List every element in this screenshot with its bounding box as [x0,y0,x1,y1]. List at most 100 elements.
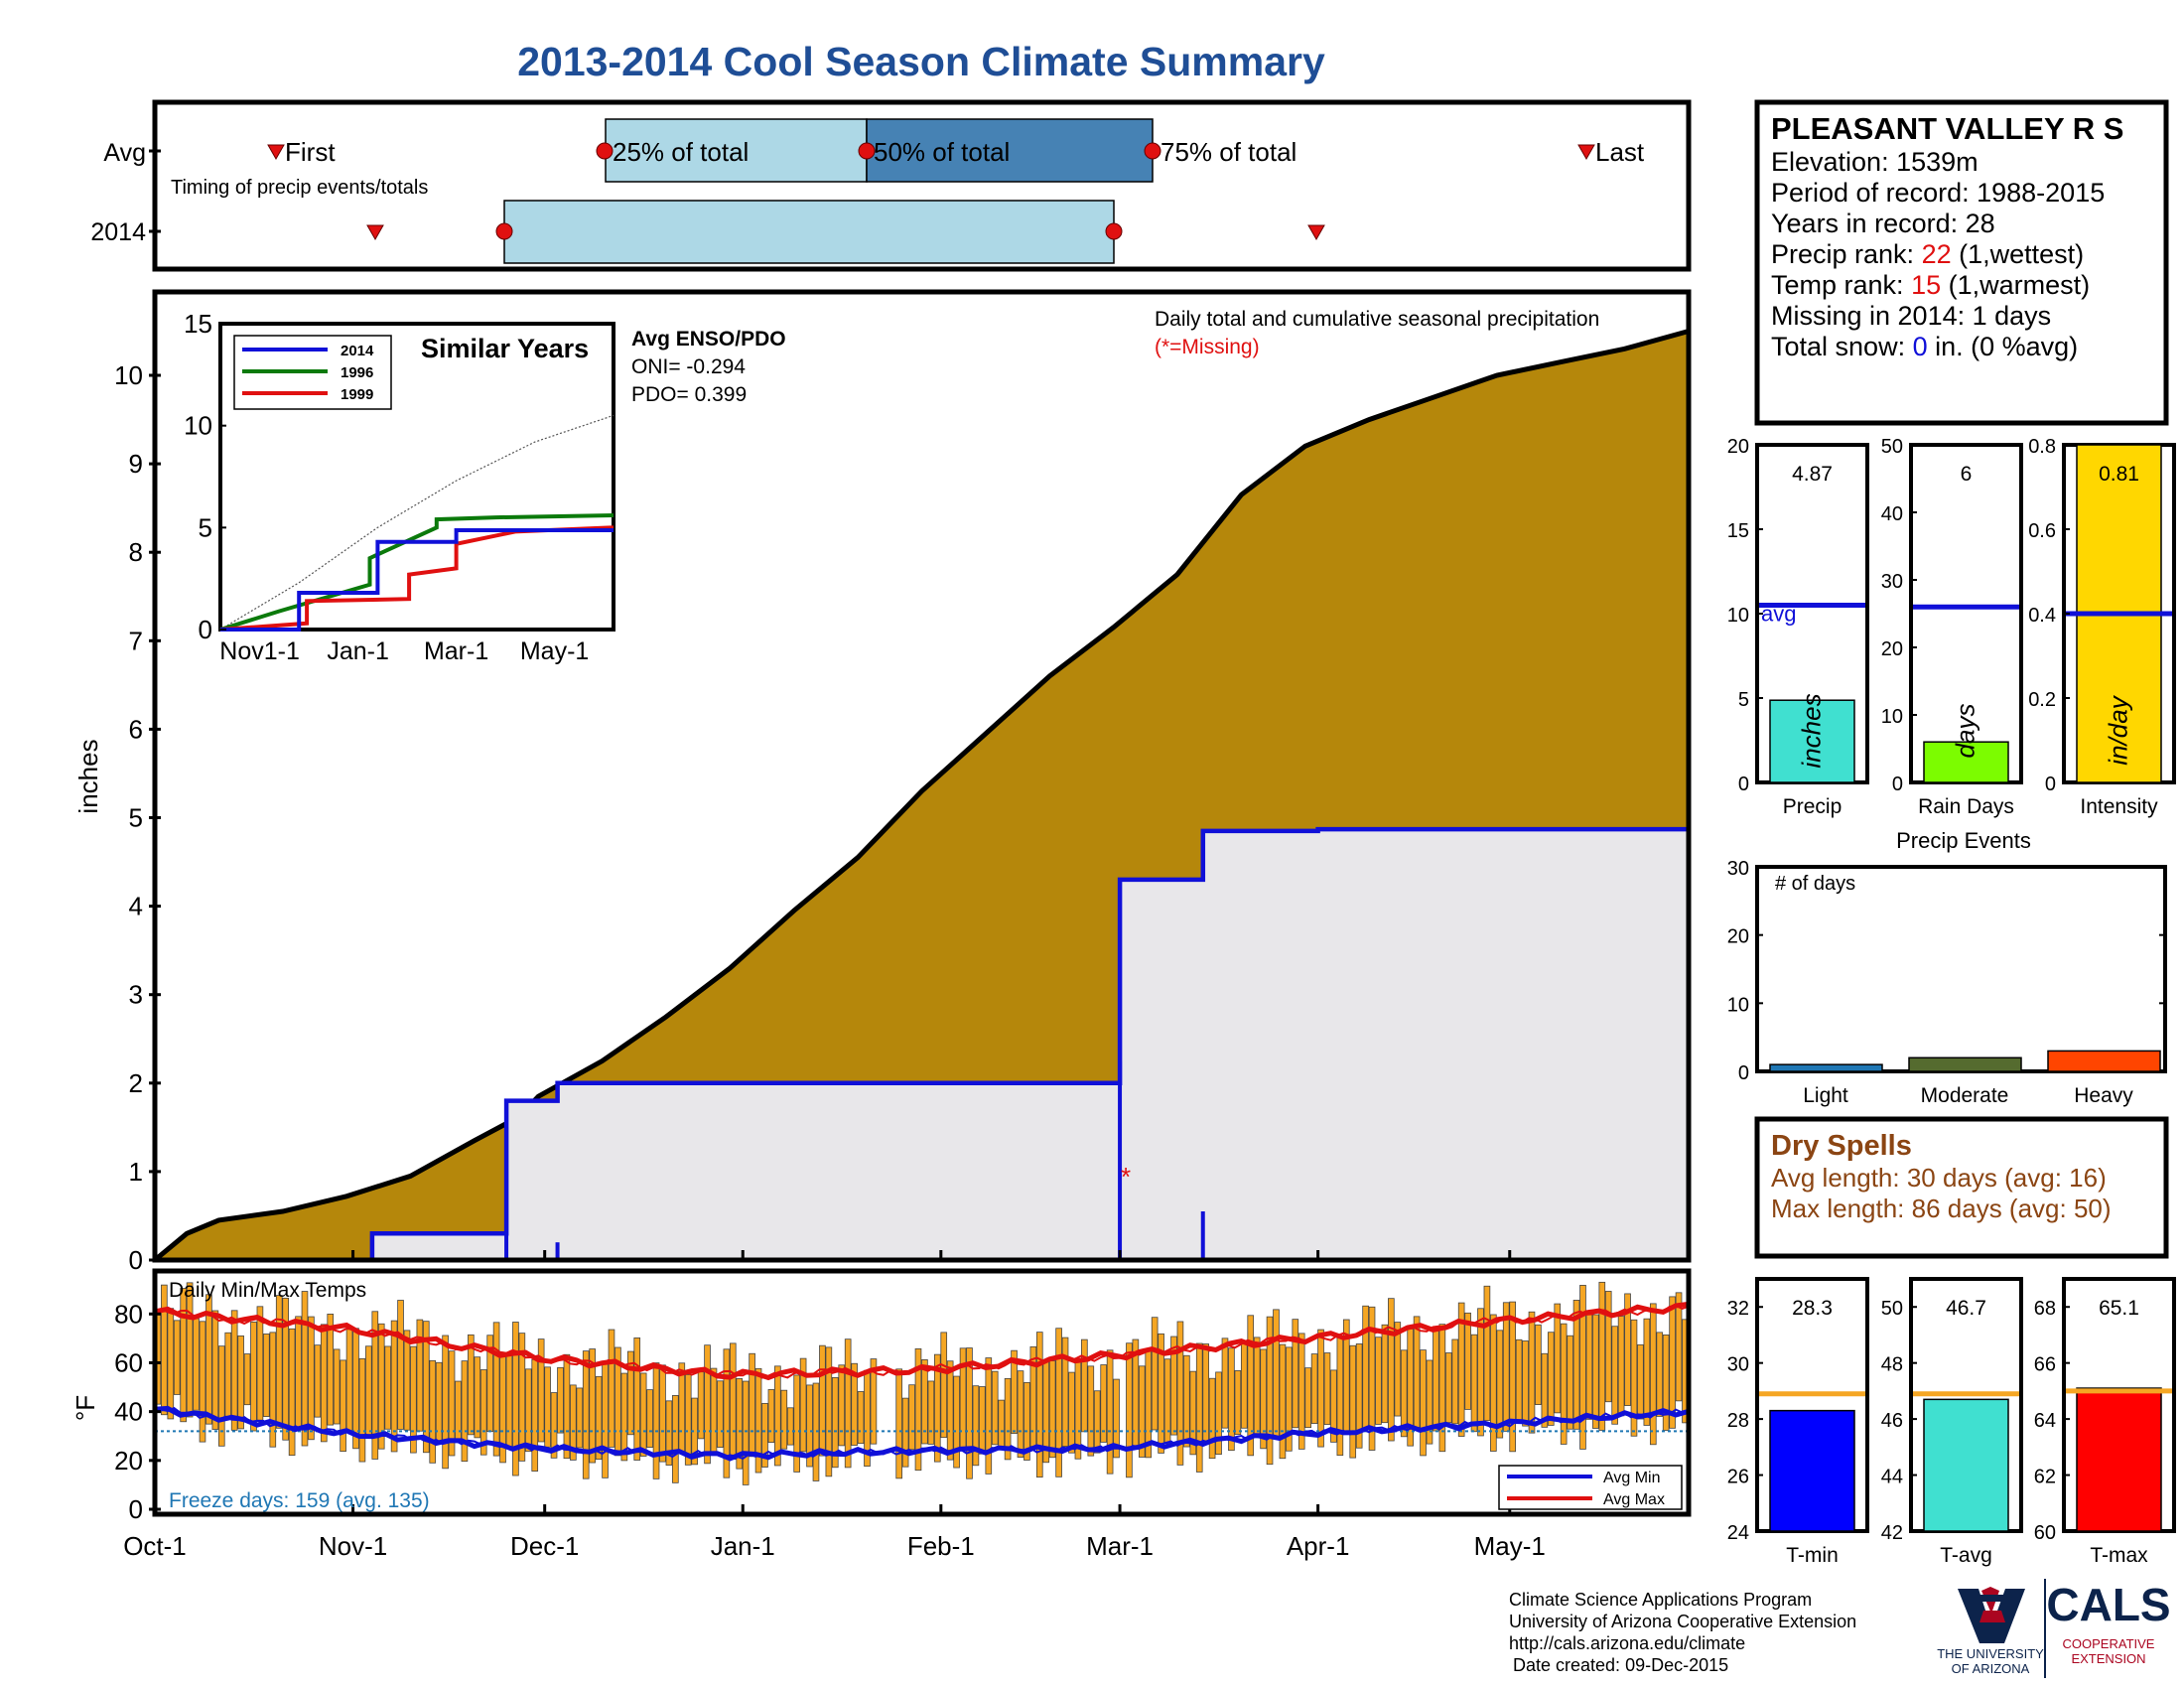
daily-temp-bar [1035,1332,1043,1478]
precip-events-chart: Light Moderate Heavy 0 10 20 30 [1727,858,2165,1107]
similar-y-tick: 5 [199,512,212,542]
daily-temp-bar [1024,1381,1030,1461]
tmin-chart-tick: 28 [1727,1410,1749,1432]
missing-marker: * [1121,1162,1131,1192]
date-x-tick: Oct-1 [123,1531,187,1561]
daily-temp-bar [991,1370,999,1446]
daily-temp-bar [1515,1338,1523,1422]
daily-temp-bar [1464,1312,1471,1410]
date-x-axis: Oct-1 Nov-1 Dec-1 Jan-1 Feb-1 Mar-1 Apr-1 May-1 [123,1250,1546,1561]
2014-cumulative-area [155,829,1689,1260]
daily-temp-bar [256,1306,264,1421]
daily-temp-bar [717,1380,724,1448]
daily-temp-bar [774,1365,781,1467]
daily-temp-bar [1266,1316,1274,1466]
daily-temp-bar [288,1328,296,1457]
daily-temp-bar [1273,1309,1280,1440]
daily-temp-bar [1208,1377,1216,1460]
daily-temp-bar [659,1364,666,1463]
daily-temp-bar [1253,1336,1261,1436]
daily-temp-bar [678,1362,686,1454]
footer-line4: Date created: 09-Dec-2015 [1513,1655,1728,1675]
daily-temp-bar [1093,1390,1101,1454]
enso-title: Avg ENSO/PDO [631,328,786,351]
precip-y-tick: 9 [129,449,143,479]
precip-y-tick: 2 [129,1068,143,1098]
tavg-chart-tick: 50 [1881,1298,1903,1320]
daily-temp-bar [1362,1305,1369,1430]
intensity-chart-tick: 0.2 [2028,689,2056,711]
daily-temp-bar [1106,1349,1114,1475]
daily-temp-bar [1215,1371,1222,1456]
daily-temp-bar [723,1348,731,1478]
similar-y-tick: 10 [184,411,212,441]
daily-temp-bar [505,1352,513,1448]
daily-temp-bar [646,1389,653,1449]
daily-temp-bar [710,1367,718,1455]
footer: Climate Science Applications Program Uni… [1509,1579,2171,1678]
daily-temp-bar [1055,1328,1062,1477]
cals-logo: CALS COOPERATIVE EXTENSION [2046,1579,2170,1666]
cals-logo-text: CALS [2046,1579,2170,1630]
summary-bar-charts: 4.8705101520Precipinchesavg601020304050R… [1727,436,2176,1567]
station-missing: Missing in 2014: 1 days [1771,301,2051,331]
daily-temp-bar [895,1368,902,1479]
similar-years-inset: 0 5 10 15 Nov1-1 Jan-1 Mar-1 May-1 Similar Yea… [184,309,615,665]
daily-temp-bar [167,1308,175,1420]
daily-temp-bar [633,1337,641,1461]
daily-temp-bar [838,1364,846,1447]
daily-temp-bar [1420,1349,1427,1457]
station-info: PLEASANT VALLEY R S Elevation: 1539m Per… [1754,99,2169,426]
avg-last-marker [1577,144,1595,161]
daily-temp-bar [1637,1343,1644,1420]
events-y-tick: 0 [1738,1062,1749,1084]
daily-temp-bar [729,1342,737,1461]
daily-temp-bar [1560,1323,1568,1445]
legend-avg-max: Avg Max [1603,1491,1665,1508]
similar-y-tick: 15 [184,309,212,339]
tavg-chart-bar [1923,1398,2009,1532]
daily-temp-bar [1368,1306,1376,1451]
tmin-chart-value: 28.3 [1792,1297,1833,1320]
daily-temp-bars [154,1281,1689,1485]
daily-temp-bar [1457,1302,1465,1437]
daily-temp-bar [243,1353,251,1406]
daily-temp-bar [1048,1360,1056,1459]
date-x-tick: Feb-1 [907,1531,975,1561]
similar-x-tick: Nov1-1 [219,637,300,665]
legend-1999: 1999 [341,386,373,403]
daily-temp-bar [1170,1336,1177,1436]
daily-temp-bar [1330,1369,1337,1443]
daily-temp-bar [186,1282,194,1418]
daily-temp-bar [1260,1348,1267,1450]
daily-temp-bar [704,1344,711,1465]
daily-temp-bar [1310,1353,1318,1424]
2014-25-marker [495,222,513,240]
temps-label: Daily Min/Max Temps [169,1279,366,1302]
tmax-chart: 65.1 60 62 64 66 68 T-max [2034,1277,2176,1567]
first-label: First [285,137,336,167]
precip-y-tick: 3 [129,980,143,1010]
daily-temp-bar [365,1345,372,1438]
daily-temp-bar [461,1360,469,1463]
daily-temp-bar [518,1333,526,1462]
total-snow: Total snow: 0 in. (0 %avg) [1771,332,2078,361]
daily-temp-bar [442,1335,449,1470]
daily-temp-bar [314,1344,322,1418]
temp-y-tick: 60 [114,1347,143,1377]
daily-temp-bar [1470,1334,1478,1433]
timing-row-avg: Avg [103,139,146,167]
daily-temp-bar [780,1389,788,1450]
daily-temp-bar [308,1316,315,1441]
dry-max-length: Max length: 86 days (avg: 50) [1771,1194,2112,1223]
daily-temp-bar [614,1346,621,1457]
precip-chart-avg-label: avg [1761,602,1796,627]
daily-temp-bar [1649,1303,1657,1446]
tmax-chart-tick: 68 [2034,1298,2056,1320]
daily-temp-bar [1195,1342,1203,1473]
daily-temp-bar [512,1322,519,1477]
rain-days-chart: 6 0 10 20 30 40 50 Rain Days days [1881,436,2023,818]
daily-temp-bar [1286,1346,1293,1452]
daily-temp-bar [358,1357,366,1463]
daily-temp-bar [1292,1319,1299,1429]
